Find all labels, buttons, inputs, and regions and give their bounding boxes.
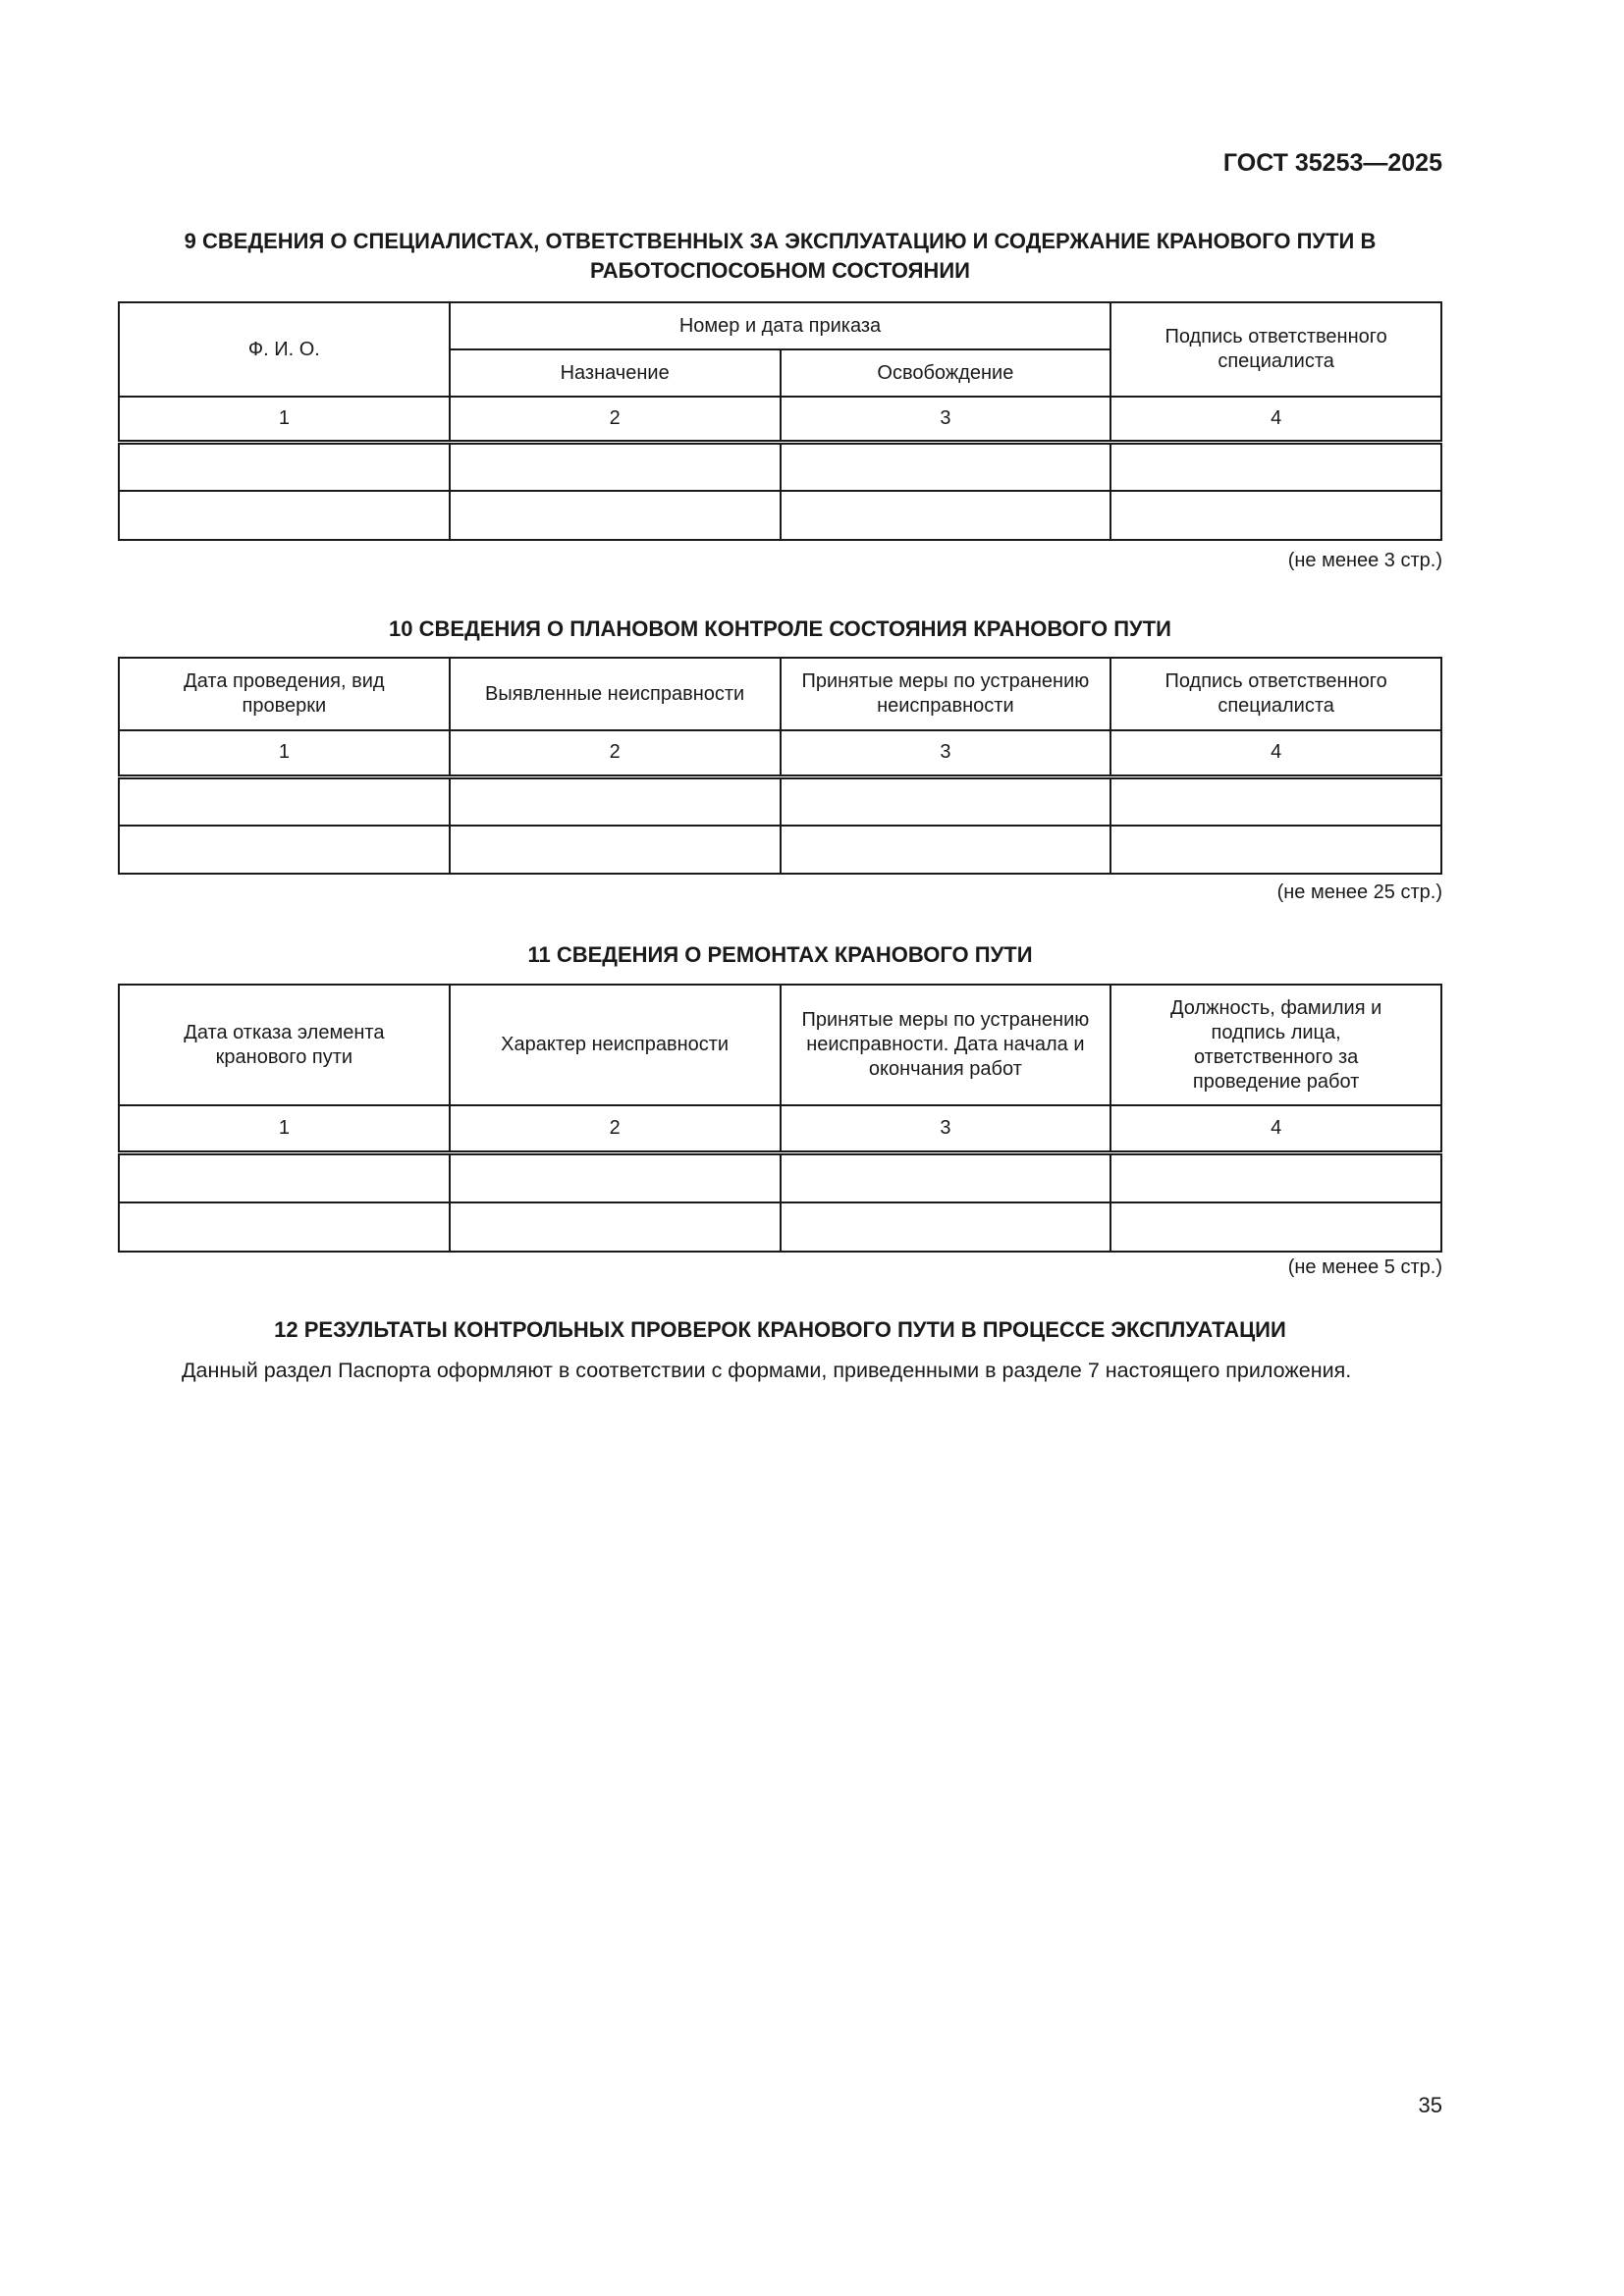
column-number: 3: [779, 396, 1112, 445]
column-number: 1: [118, 729, 451, 779]
section-10-note: (не менее 25 стр.): [1276, 881, 1442, 903]
table-row: [118, 1151, 1442, 1203]
page-number: 35: [1418, 2093, 1442, 2117]
header-failure-date: Дата отказа элемента кранового пути: [118, 984, 451, 1106]
table-row: [118, 775, 1442, 827]
section-9-title: 9 СВЕДЕНИЯ О СПЕЦИАЛИСТАХ, ОТВЕТСТВЕННЫХ…: [184, 229, 1377, 283]
planned-control-table: Дата проведения, вид проверки Выявленные…: [118, 657, 1442, 875]
column-number: 1: [118, 1104, 451, 1155]
column-number: 2: [448, 1104, 782, 1155]
section-10-title: 10 СВЕДЕНИЯ О ПЛАНОВОМ КОНТРОЛЕ СОСТОЯНИ…: [389, 616, 1171, 641]
section-12-text: Данный раздел Паспорта оформляют в соотв…: [182, 1359, 1352, 1382]
header-date-type: Дата проведения, вид проверки: [118, 657, 451, 731]
column-number: 4: [1110, 1104, 1442, 1155]
column-number: 4: [1110, 729, 1442, 779]
document-code: ГОСТ 35253—2025: [1222, 149, 1442, 177]
header-measures-dates: Принятые меры по устранению неисправност…: [779, 984, 1112, 1106]
table-row: [118, 825, 1442, 875]
table-row: [118, 1201, 1442, 1253]
header-faults: Выявленные неисправности: [448, 657, 782, 731]
column-number: 1: [118, 396, 451, 445]
column-number: 2: [448, 729, 782, 779]
table-row: [118, 490, 1442, 541]
section-12-title: 12 РЕЗУЛЬТАТЫ КОНТРОЛЬНЫХ ПРОВЕРОК КРАНО…: [274, 1317, 1286, 1342]
header-fault-nature: Характер неисправности: [448, 984, 782, 1106]
header-measures: Принятые меры по устранению неисправност…: [779, 657, 1112, 731]
table-row: [118, 441, 1442, 492]
column-number: 3: [779, 1104, 1112, 1155]
column-number: 2: [448, 396, 782, 445]
header-assignment: Назначение: [448, 348, 782, 398]
header-release: Освобождение: [779, 348, 1112, 398]
header-responsible-person: Должность, фамилия и подпись лица, ответ…: [1110, 984, 1442, 1106]
column-number: 4: [1110, 396, 1442, 445]
section-11-title: 11 СВЕДЕНИЯ О РЕМОНТАХ КРАНОВОГО ПУТИ: [527, 942, 1033, 967]
column-number: 3: [779, 729, 1112, 779]
header-order: Номер и дата приказа: [448, 301, 1112, 350]
header-fio: Ф. И. О.: [118, 301, 451, 398]
repairs-table: Дата отказа элемента кранового пути Хара…: [118, 984, 1442, 1253]
specialists-table: Ф. И. О. Номер и дата приказа Подпись от…: [118, 301, 1442, 541]
section-11-note: (не менее 5 стр.): [1287, 1256, 1442, 1278]
header-signature: Подпись ответственного специалиста: [1110, 657, 1442, 731]
header-signature: Подпись ответственного специалиста: [1110, 301, 1442, 398]
section-9-note: (не менее 3 стр.): [1287, 550, 1442, 571]
